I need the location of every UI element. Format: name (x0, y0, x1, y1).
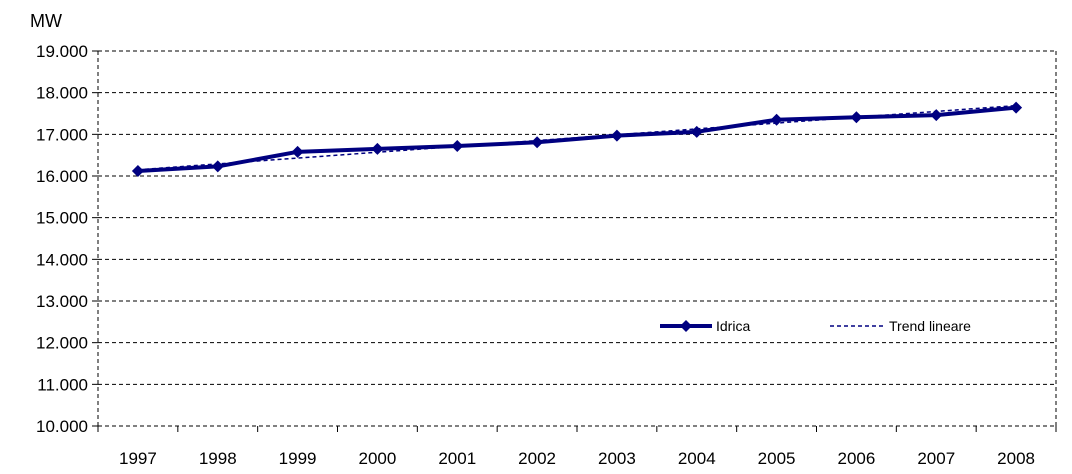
x-tick-label: 2004 (678, 449, 716, 468)
series-idrica-point (690, 125, 703, 138)
x-tick-label: 2000 (359, 449, 397, 468)
y-tick-label: 17.000 (36, 125, 88, 144)
legend-trend-label: Trend lineare (889, 318, 971, 334)
series-idrica-point (531, 136, 544, 149)
x-tick-label: 2008 (997, 449, 1035, 468)
series-idrica-line (137, 105, 1017, 173)
series-idrica-point (131, 165, 144, 177)
y-tick-label: 12.000 (36, 334, 88, 353)
y-tick-label: 15.000 (36, 209, 88, 228)
series-idrica-point (371, 142, 384, 155)
x-tick-label: 2001 (438, 449, 476, 468)
y-tick-label: 19.000 (36, 42, 88, 61)
legend: Idrica Trend lineare (660, 318, 971, 334)
series-idrica-point (930, 109, 943, 122)
y-tick-label: 11.000 (37, 375, 88, 394)
y-tick-label: 13.000 (36, 292, 88, 311)
series-idrica-point (850, 111, 863, 124)
y-tick-label: 10.000 (36, 417, 88, 436)
series-layer (131, 101, 1023, 177)
series-idrica-point (211, 160, 224, 173)
series-idrica-point (770, 113, 783, 126)
y-tick-label: 16.000 (36, 167, 88, 186)
y-tick-label: 18.000 (36, 84, 88, 103)
x-tick-label: 2002 (518, 449, 556, 468)
legend-idrica-label: Idrica (716, 318, 750, 334)
series-idrica-point (451, 140, 464, 152)
x-tick-label: 1999 (279, 449, 317, 468)
legend-idrica-marker (680, 320, 692, 332)
series-idrica-point (1010, 101, 1023, 114)
x-tick-label: 1997 (119, 449, 157, 468)
y-tick-labels: 10.000 11.000 12.000 13.000 14.000 15.000 16.0… (36, 42, 88, 436)
axes (92, 50, 1057, 432)
x-tick-labels: 1997 1998 1999 2000 2001 2002 2003 2004 2005 2006… (119, 449, 1035, 468)
x-tick-label: 2005 (758, 449, 796, 468)
x-tick-label: 2006 (838, 449, 876, 468)
series-idrica-point (610, 129, 623, 142)
x-tick-label: 2003 (598, 449, 636, 468)
x-tick-label: 1998 (199, 449, 237, 468)
y-tick-label: 14.000 (36, 250, 88, 269)
x-tick-label: 2007 (917, 449, 955, 468)
y-axis-unit-label: MW (30, 11, 62, 31)
gridlines (98, 50, 1057, 426)
series-idrica-point (291, 145, 304, 158)
